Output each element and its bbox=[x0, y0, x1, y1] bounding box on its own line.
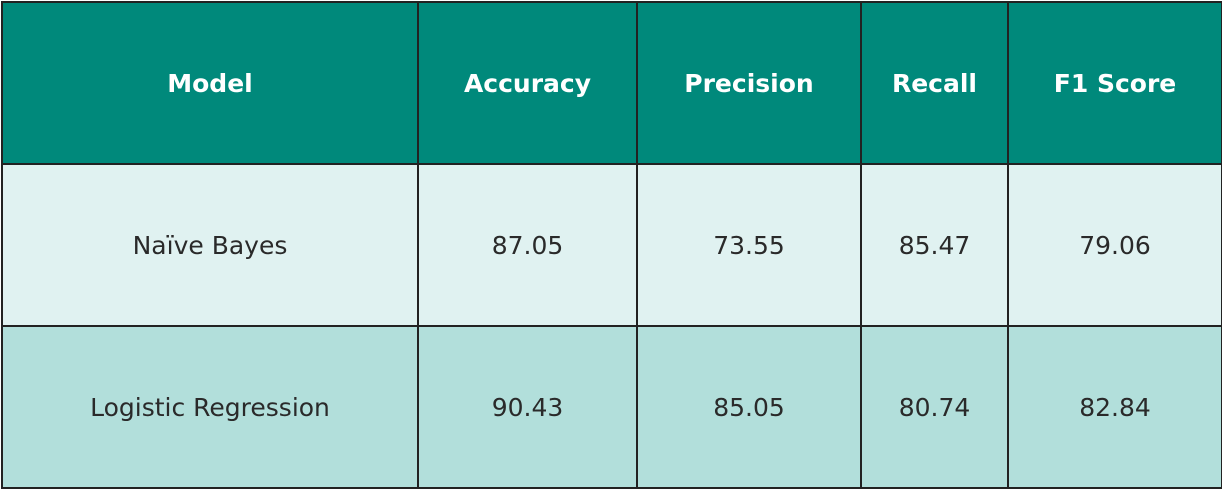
column-header-recall: Recall bbox=[860, 1, 1009, 165]
column-header-precision: Precision bbox=[636, 1, 862, 165]
cell-precision: 73.55 bbox=[636, 163, 862, 327]
cell-accuracy: 87.05 bbox=[417, 163, 638, 327]
column-header-f1-score: F1 Score bbox=[1007, 1, 1222, 165]
table-row: Logistic Regression 90.43 85.05 80.74 82… bbox=[1, 325, 1222, 489]
column-header-accuracy: Accuracy bbox=[417, 1, 638, 165]
cell-f1-score: 79.06 bbox=[1007, 163, 1222, 327]
cell-f1-score: 82.84 bbox=[1007, 325, 1222, 489]
cell-accuracy: 90.43 bbox=[417, 325, 638, 489]
cell-recall: 85.47 bbox=[860, 163, 1009, 327]
table-row: Naïve Bayes 87.05 73.55 85.47 79.06 bbox=[1, 163, 1222, 327]
cell-precision: 85.05 bbox=[636, 325, 862, 489]
column-header-model: Model bbox=[1, 1, 419, 165]
cell-model-name: Naïve Bayes bbox=[1, 163, 419, 327]
cell-model-name: Logistic Regression bbox=[1, 325, 419, 489]
cell-recall: 80.74 bbox=[860, 325, 1009, 489]
table-header-row: Model Accuracy Precision Recall F1 Score bbox=[1, 1, 1222, 165]
